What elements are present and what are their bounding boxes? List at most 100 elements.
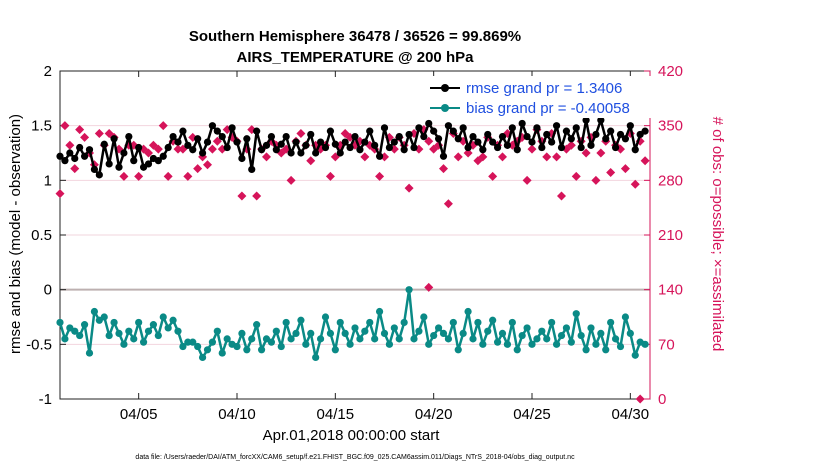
- rmse-point: [297, 149, 305, 157]
- rmse-point: [85, 146, 94, 154]
- obs-extra-point: [635, 394, 645, 404]
- obs-possible-point: [498, 152, 507, 162]
- bias-point: [493, 338, 502, 346]
- bias-point: [80, 321, 89, 329]
- bias-point: [233, 342, 241, 351]
- obs-possible-point: [581, 148, 591, 158]
- obs-possible-point: [596, 148, 606, 158]
- rmse-point: [454, 135, 462, 143]
- rmse-point: [420, 133, 428, 141]
- rmse-point: [607, 127, 615, 135]
- legend-box: [427, 76, 662, 118]
- bias-point: [385, 340, 394, 348]
- rmse-point: [469, 133, 477, 141]
- rmse-point: [307, 130, 315, 139]
- legend-bias-label: bias grand pr = -0.40058: [466, 100, 630, 117]
- rmse-point: [351, 133, 359, 141]
- bias-point: [56, 318, 64, 327]
- y-tick-label-left: 0.5: [31, 227, 52, 244]
- obs-possible-point: [134, 171, 144, 181]
- rmse-point: [356, 146, 364, 154]
- rmse-point: [95, 171, 103, 179]
- bias-point: [125, 327, 133, 335]
- bias-point: [557, 331, 566, 340]
- bias-point: [371, 335, 379, 343]
- obs-possible-point: [306, 156, 316, 166]
- rmse-point: [238, 154, 246, 163]
- bias-point: [528, 340, 536, 348]
- rmse-point: [621, 135, 630, 143]
- bias-point: [189, 338, 197, 346]
- obs-possible-point: [262, 152, 271, 162]
- bias-point: [469, 335, 477, 343]
- bias-point: [139, 338, 148, 346]
- obs-possible-point: [237, 191, 247, 201]
- bias-point: [243, 346, 251, 354]
- y-axis-label-right: # of obs: o=possible; ×=assimilated: [709, 117, 726, 352]
- rmse-point: [159, 152, 167, 160]
- y-tick-label-right: 280: [658, 172, 683, 189]
- rmse-point: [130, 157, 138, 165]
- rmse-point: [415, 124, 423, 132]
- rmse-point: [498, 133, 507, 141]
- rmse-point: [292, 138, 300, 146]
- bias-point: [90, 307, 99, 316]
- bias-point: [149, 321, 158, 329]
- chart-title-line1: Southern Hemisphere 36478 / 36526 = 99.8…: [189, 28, 521, 45]
- bias-point: [164, 324, 172, 332]
- rmse-point: [179, 127, 187, 135]
- bias-point: [405, 286, 413, 294]
- bias-point: [444, 335, 453, 343]
- rmse-point: [287, 149, 295, 157]
- x-tick-label: 04/20: [415, 406, 453, 423]
- y-tick-label-right: 420: [658, 63, 683, 80]
- obs-possible-point: [439, 164, 448, 174]
- obs-possible-point: [424, 136, 434, 146]
- bias-point: [203, 346, 212, 354]
- obs-possible-point: [571, 171, 581, 181]
- obs-possible-point: [144, 148, 153, 158]
- bias-point: [592, 340, 600, 348]
- legend-rmse-label: rmse grand pr = 1.3406: [466, 80, 622, 97]
- rmse-point: [602, 135, 610, 143]
- rmse-point: [203, 138, 212, 146]
- obs-possible-point: [207, 144, 217, 154]
- obs-extra-point: [424, 282, 434, 292]
- rmse-point: [484, 130, 492, 139]
- rmse-point: [302, 141, 310, 149]
- rmse-point: [341, 138, 349, 146]
- bias-point: [71, 327, 79, 335]
- bias-point: [503, 340, 512, 348]
- bias-point: [587, 324, 595, 332]
- bias-point: [130, 335, 138, 343]
- rmse-point: [543, 130, 551, 139]
- bias-point: [110, 318, 118, 327]
- bias-point: [115, 329, 123, 337]
- y-tick-label-right: 140: [658, 282, 683, 299]
- rmse-point: [548, 138, 556, 146]
- obs-possible-point: [620, 164, 630, 174]
- bias-point: [292, 329, 300, 337]
- rmse-point: [434, 135, 443, 143]
- rmse-point: [184, 141, 192, 149]
- obs-possible-point: [360, 152, 370, 162]
- rmse-point: [582, 116, 590, 124]
- rmse-point: [538, 143, 546, 152]
- bias-point: [543, 335, 551, 343]
- bias-point: [562, 324, 571, 332]
- obs-possible-point: [478, 152, 488, 162]
- rmse-point: [587, 141, 595, 149]
- bias-point: [375, 307, 384, 316]
- obs-possible-point: [552, 152, 562, 162]
- rmse-point: [528, 138, 536, 146]
- bias-point: [336, 318, 344, 327]
- bias-point: [607, 318, 615, 327]
- rmse-point: [56, 152, 64, 160]
- bias-point: [390, 324, 398, 332]
- legend: rmse grand pr = 1.3406 bias grand pr = -…: [427, 76, 662, 118]
- bias-point: [85, 349, 94, 357]
- obs-possible-point: [158, 121, 168, 131]
- bias-point: [449, 318, 457, 327]
- rmse-point: [267, 133, 276, 141]
- bias-point: [316, 335, 325, 343]
